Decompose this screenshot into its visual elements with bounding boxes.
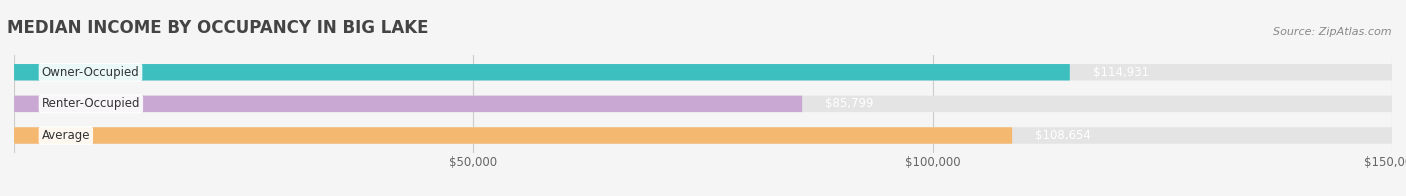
FancyBboxPatch shape xyxy=(14,64,1392,81)
Text: MEDIAN INCOME BY OCCUPANCY IN BIG LAKE: MEDIAN INCOME BY OCCUPANCY IN BIG LAKE xyxy=(7,19,429,37)
Text: Renter-Occupied: Renter-Occupied xyxy=(42,97,141,110)
Text: Source: ZipAtlas.com: Source: ZipAtlas.com xyxy=(1274,27,1392,37)
Text: Average: Average xyxy=(42,129,90,142)
FancyBboxPatch shape xyxy=(14,96,1392,112)
FancyBboxPatch shape xyxy=(14,127,1012,144)
FancyBboxPatch shape xyxy=(14,96,803,112)
Text: $114,931: $114,931 xyxy=(1092,66,1149,79)
FancyBboxPatch shape xyxy=(14,64,1070,81)
Text: $85,799: $85,799 xyxy=(825,97,873,110)
Text: Owner-Occupied: Owner-Occupied xyxy=(42,66,139,79)
Text: $108,654: $108,654 xyxy=(1035,129,1091,142)
FancyBboxPatch shape xyxy=(14,127,1392,144)
